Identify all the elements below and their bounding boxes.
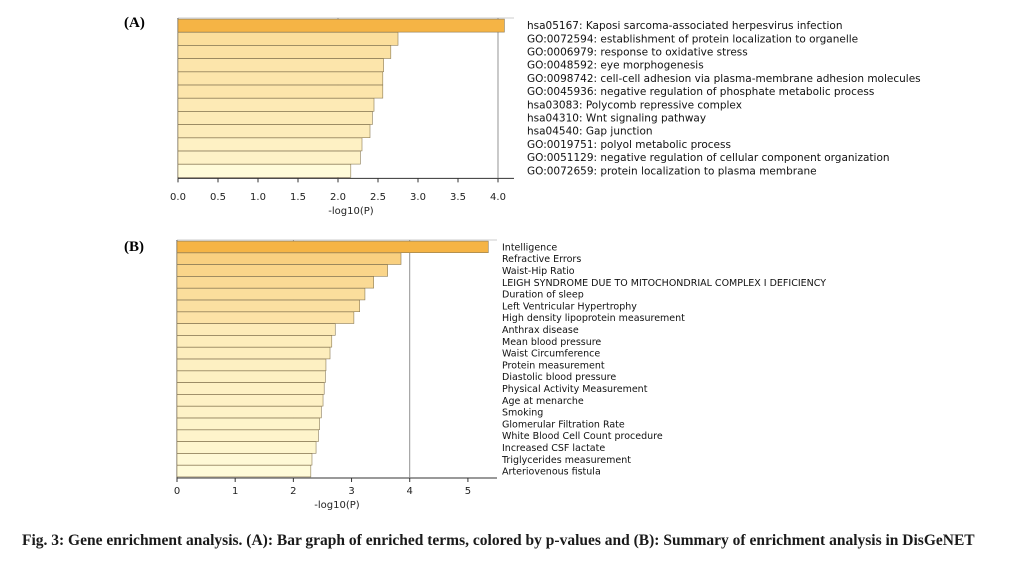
term-label: GO:0045936: negative regulation of phosp… xyxy=(527,86,874,98)
term-label: GO:0006979: response to oxidative stress xyxy=(527,47,748,59)
bar xyxy=(176,311,355,324)
bar xyxy=(176,252,402,265)
x-tick-label: 3 xyxy=(348,486,354,497)
bar xyxy=(176,370,326,383)
figure-caption: Fig. 3: Gene enrichment analysis. (A): B… xyxy=(22,532,975,549)
x-tick-label: 0 xyxy=(174,486,180,497)
x-tick-label: 5 xyxy=(465,486,471,497)
term-label: Mean blood pressure xyxy=(502,337,601,348)
x-tick-label: 2 xyxy=(290,486,296,497)
bar xyxy=(176,287,366,301)
bar xyxy=(177,31,399,46)
bar xyxy=(176,264,388,277)
term-label: Physical Activity Measurement xyxy=(502,384,648,395)
term-label: Triglycerides measurement xyxy=(501,455,631,466)
x-tick-label: 4.0 xyxy=(490,192,506,203)
term-label: High density lipoprotein measurement xyxy=(502,313,685,324)
term-label: Protein measurement xyxy=(502,360,605,371)
term-label: Increased CSF lactate xyxy=(502,443,605,454)
bar xyxy=(177,18,505,33)
bar xyxy=(176,240,489,254)
x-tick-label: 3.0 xyxy=(410,192,426,203)
x-tick-label: 1.0 xyxy=(250,192,266,203)
figure: (A) hsa05167: Kaposi sarcoma-associated … xyxy=(124,15,921,511)
x-tick-label: 2.5 xyxy=(370,192,386,203)
bar xyxy=(177,150,361,165)
bar xyxy=(177,98,375,112)
term-label: Smoking xyxy=(502,408,543,419)
term-label: Waist Circumference xyxy=(502,349,600,360)
term-label: hsa03083: Polycomb repressive complex xyxy=(527,99,742,111)
bar xyxy=(176,299,360,313)
bar xyxy=(177,58,384,73)
term-label: Duration of sleep xyxy=(502,290,584,301)
term-label: Intelligence xyxy=(502,242,557,253)
term-label: Arteriovenous fistula xyxy=(502,467,601,478)
bar xyxy=(177,71,384,86)
bar xyxy=(176,276,374,289)
term-label: GO:0051129: negative regulation of cellu… xyxy=(527,152,890,164)
x-tick-label: 4 xyxy=(407,486,413,497)
bar xyxy=(177,45,392,59)
term-label: hsa05167: Kaposi sarcoma-associated herp… xyxy=(527,20,842,32)
term-label: GO:0048592: eye morphogenesis xyxy=(527,60,704,72)
term-label: Anthrax disease xyxy=(502,325,579,336)
bar xyxy=(177,111,373,125)
bar xyxy=(176,335,333,348)
bar xyxy=(176,464,312,478)
term-label: GO:0019751: polyol metabolic process xyxy=(527,139,731,151)
bar xyxy=(177,124,371,138)
term-label: White Blood Cell Count procedure xyxy=(502,431,663,442)
term-label: Refractive Errors xyxy=(502,254,581,265)
term-label: Glomerular Filtration Rate xyxy=(502,419,625,430)
term-label: Diastolic blood pressure xyxy=(502,372,616,383)
term-label: LEIGH SYNDROME DUE TO MITOCHONDRIAL COMP… xyxy=(502,278,826,289)
term-label: Waist-Hip Ratio xyxy=(502,266,575,277)
x-tick-label: 3.5 xyxy=(450,192,466,203)
term-label: GO:0072659: protein localization to plas… xyxy=(527,165,817,177)
bar xyxy=(176,453,313,466)
bar xyxy=(176,358,327,372)
term-label: GO:0072594: establishment of protein loc… xyxy=(527,33,858,45)
term-label: Left Ventricular Hypertrophy xyxy=(502,301,637,312)
bar xyxy=(176,346,331,360)
term-label: hsa04310: Wnt signaling pathway xyxy=(527,113,706,125)
term-label: Age at menarche xyxy=(502,396,584,407)
bar xyxy=(177,84,384,99)
bar xyxy=(176,323,336,336)
bar xyxy=(176,429,319,442)
bar xyxy=(177,164,352,178)
bar xyxy=(176,441,317,454)
bar xyxy=(177,137,363,152)
bar xyxy=(176,417,320,431)
bar xyxy=(176,394,324,407)
panel-a-chart: hsa05167: Kaposi sarcoma-associated herp… xyxy=(170,17,921,203)
term-label: hsa04540: Gap junction xyxy=(527,126,653,138)
x-tick-label: 0.5 xyxy=(210,192,226,203)
x-tick-label: 2.0 xyxy=(330,192,346,203)
panel-a-label: (A) xyxy=(124,15,145,31)
panel-b-label: (B) xyxy=(124,239,144,255)
bar xyxy=(176,405,322,419)
term-label: GO:0098742: cell-cell adhesion via plasm… xyxy=(527,73,921,85)
bar xyxy=(176,382,325,395)
x-tick-label: 1.5 xyxy=(290,192,306,203)
x-tick-label: 0.0 xyxy=(170,192,186,203)
panel-b-xlabel: -log10(P) xyxy=(314,500,360,511)
panel-a-xlabel: -log10(P) xyxy=(328,206,374,217)
x-tick-label: 1 xyxy=(232,486,238,497)
